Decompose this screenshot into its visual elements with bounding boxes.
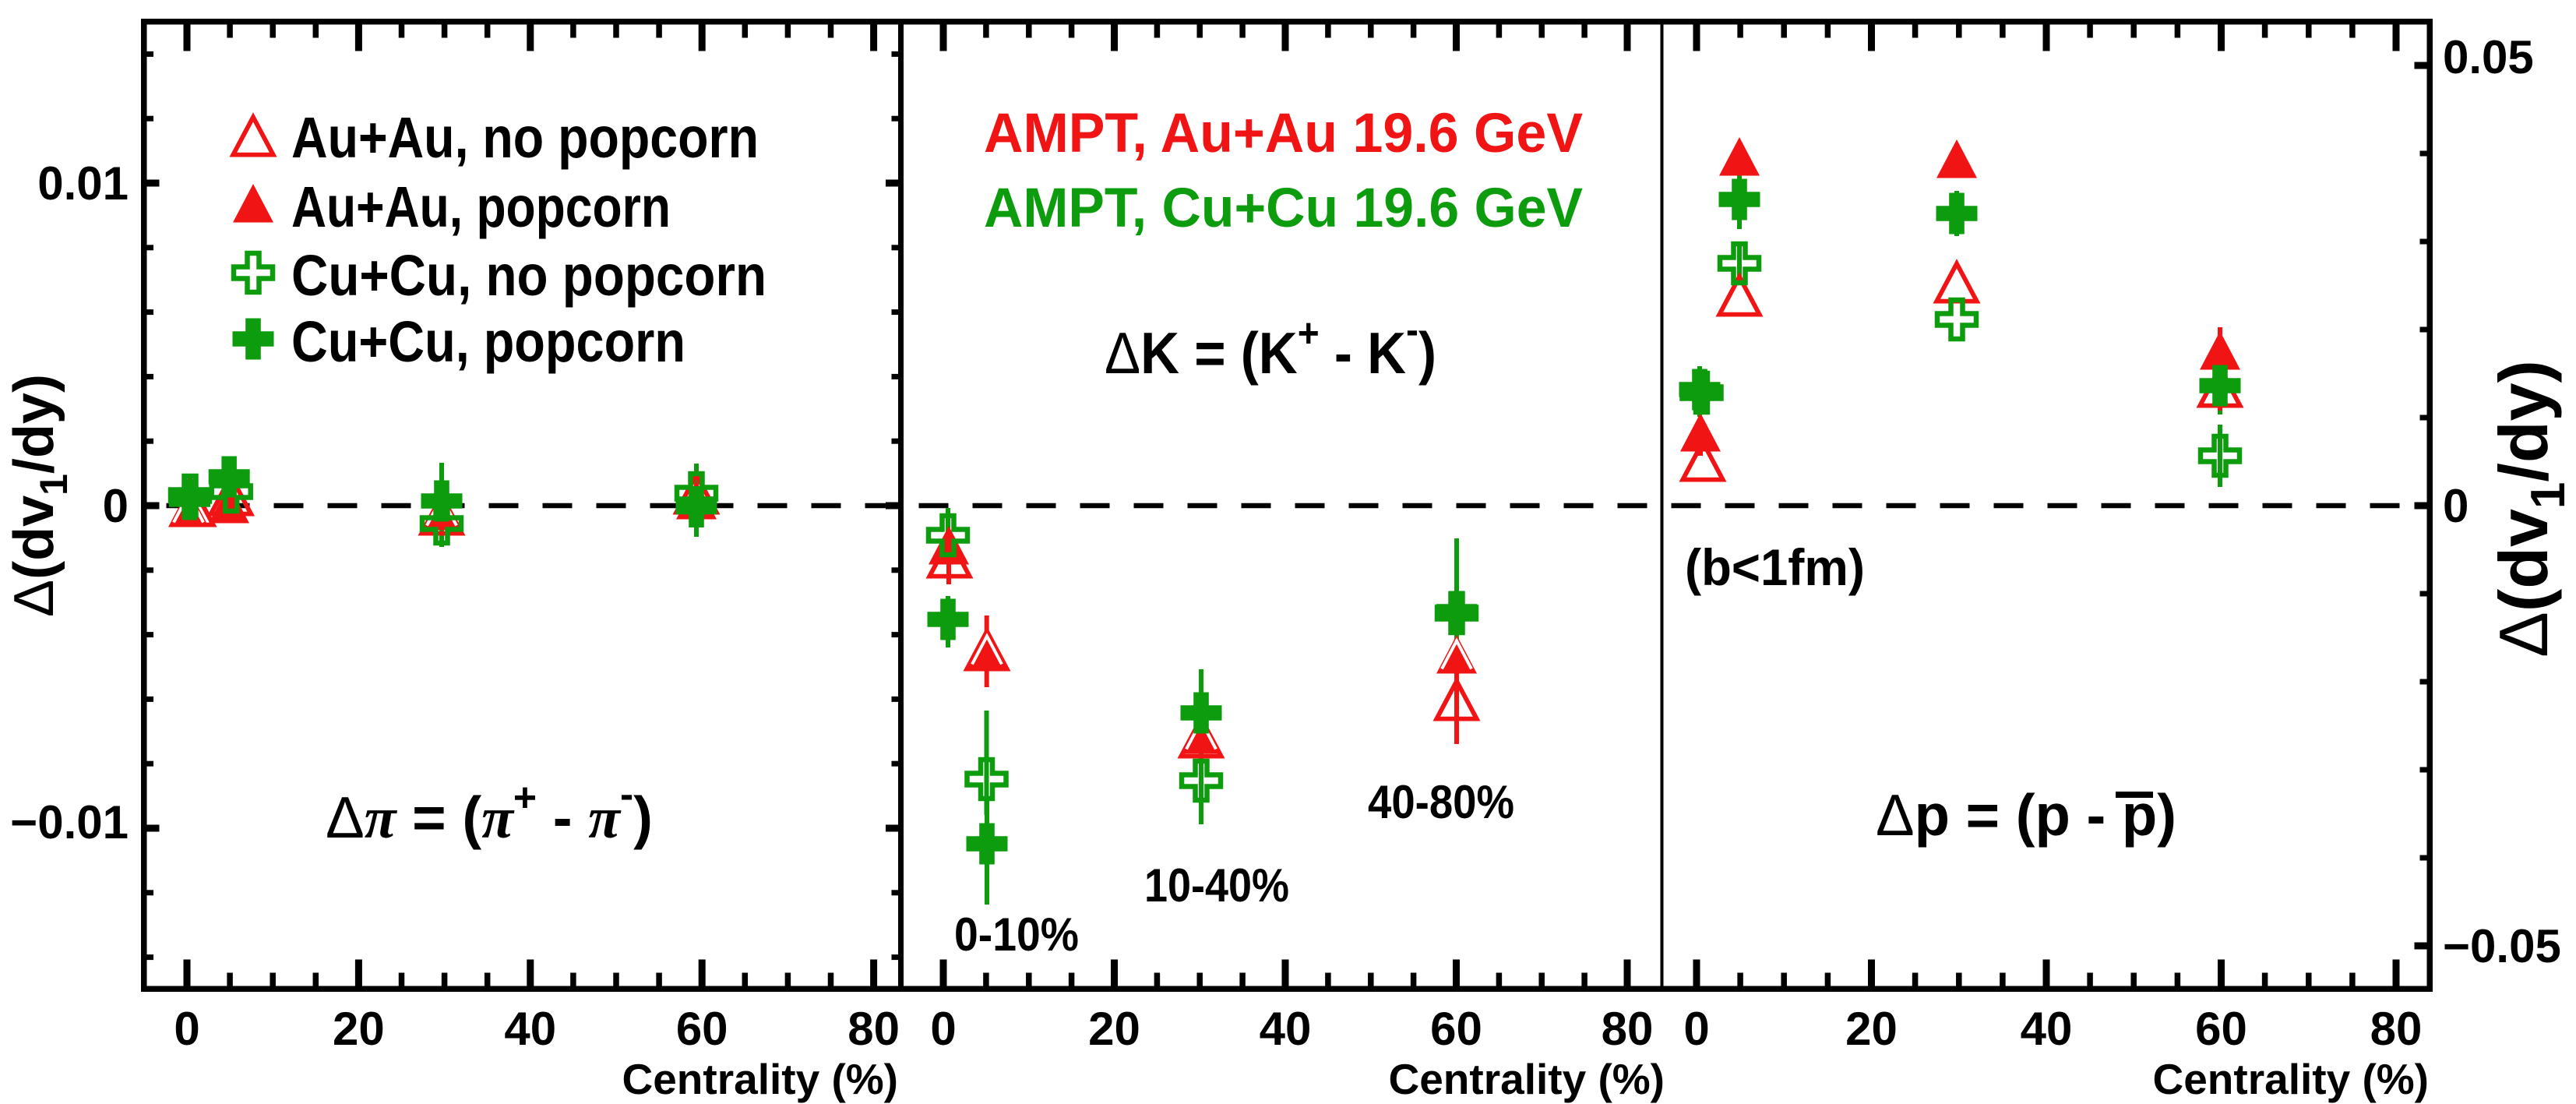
svg-text:AMPT, Cu+Cu 19.6 GeV: AMPT, Cu+Cu 19.6 GeV (984, 178, 1583, 239)
svg-text:(b<1fm): (b<1fm) (1685, 538, 1865, 596)
svg-text:Au+Au, popcorn: Au+Au, popcorn (291, 175, 671, 239)
svg-text:40-80%: 40-80% (1368, 776, 1514, 828)
svg-text:0: 0 (174, 1003, 199, 1055)
svg-text:20: 20 (1088, 1003, 1140, 1055)
svg-text:Δ(dv1/dy): Δ(dv1/dy) (2485, 360, 2575, 658)
svg-text:60: 60 (1430, 1003, 1482, 1055)
svg-text:0.05: 0.05 (2443, 31, 2534, 83)
svg-text:0: 0 (2443, 480, 2469, 532)
svg-text:Au+Au, no popcorn: Au+Au, no popcorn (291, 105, 759, 170)
svg-text:ΔK = (K+ - K-): ΔK = (K+ - K-) (1105, 308, 1436, 386)
svg-text:0: 0 (1683, 1003, 1709, 1055)
svg-text:20: 20 (333, 1003, 385, 1055)
svg-text:−0.01: −0.01 (10, 796, 129, 848)
svg-text:80: 80 (1602, 1003, 1654, 1055)
svg-text:−0.05: −0.05 (2443, 920, 2561, 972)
svg-text:60: 60 (676, 1003, 728, 1055)
svg-text:Cu+Cu, popcorn: Cu+Cu, popcorn (291, 309, 685, 374)
svg-text:10-40%: 10-40% (1144, 859, 1289, 912)
svg-text:40: 40 (504, 1003, 556, 1055)
svg-text:80: 80 (848, 1003, 900, 1055)
svg-text:Centrality (%): Centrality (%) (2153, 1055, 2430, 1103)
svg-text:40: 40 (2021, 1003, 2073, 1055)
svg-text:40: 40 (1260, 1003, 1312, 1055)
svg-text:0.01: 0.01 (37, 157, 129, 210)
svg-text:0: 0 (103, 480, 129, 532)
svg-text:0-10%: 0-10% (954, 908, 1079, 961)
svg-text:Δ(dv1/dy): Δ(dv1/dy) (3, 374, 76, 617)
svg-text:20: 20 (1845, 1003, 1898, 1055)
svg-text:60: 60 (2195, 1003, 2247, 1055)
svg-text:Centrality (%): Centrality (%) (622, 1055, 899, 1103)
svg-text:Centrality (%): Centrality (%) (1389, 1055, 1665, 1103)
svg-text:0: 0 (930, 1003, 956, 1055)
svg-text:80: 80 (2370, 1003, 2423, 1055)
svg-text:AMPT, Au+Au 19.6 GeV: AMPT, Au+Au 19.6 GeV (984, 103, 1583, 164)
svg-text:Cu+Cu, no popcorn: Cu+Cu, no popcorn (291, 243, 766, 308)
